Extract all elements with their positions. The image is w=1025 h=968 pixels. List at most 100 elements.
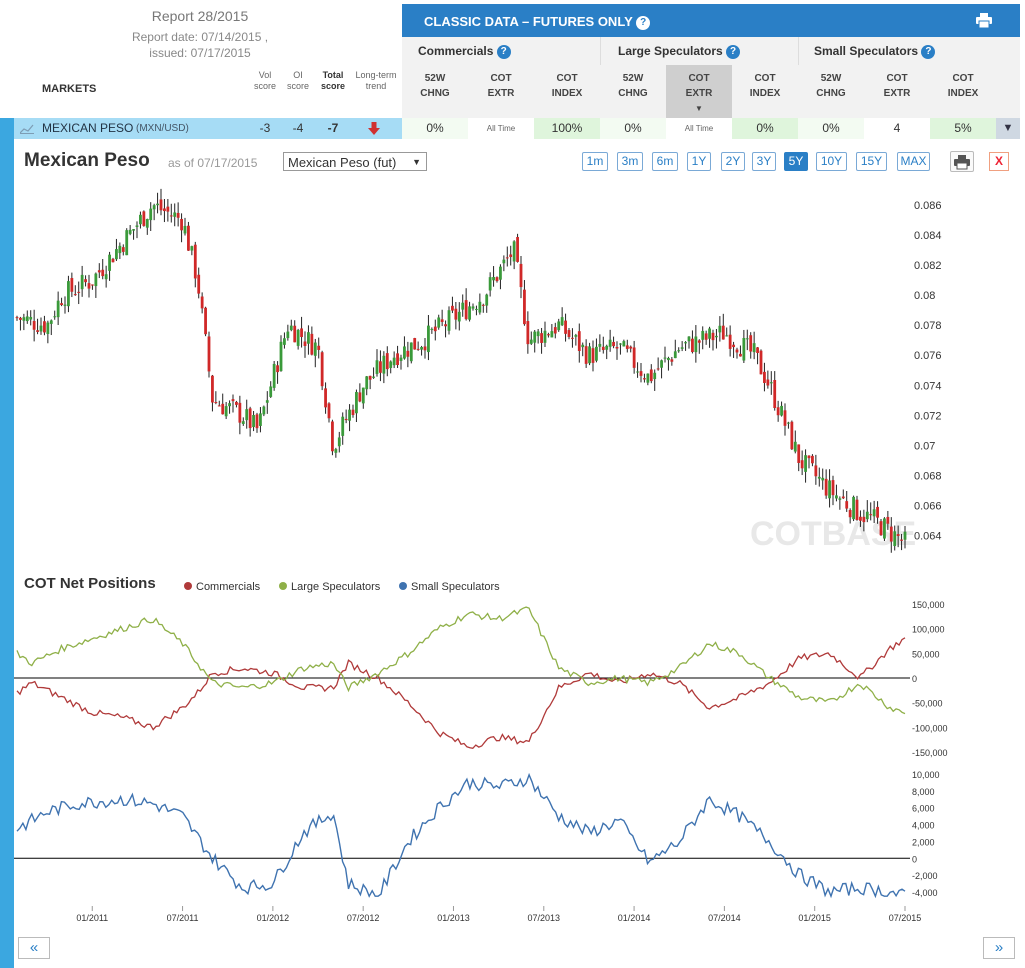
print-icon[interactable] [976, 13, 992, 28]
range-button-6m[interactable]: 6m [652, 152, 678, 171]
sub-header[interactable]: COT INDEX [947, 73, 979, 99]
market-row-summary[interactable]: MEXICAN PESO (MXN/USD) -3 -4 -7 [14, 118, 402, 139]
market-name[interactable]: MEXICAN PESO [42, 121, 134, 135]
candle-body [163, 208, 166, 212]
dropdown-arrow-icon: ▼ [412, 157, 421, 167]
contract-select[interactable]: Mexican Peso (fut) ▼ [283, 152, 427, 171]
candle-body [193, 244, 197, 279]
candle-body [859, 516, 862, 521]
candle-body [619, 343, 622, 345]
chart-icon [20, 124, 34, 134]
range-button-1y[interactable]: 1Y [687, 152, 711, 171]
candle-body [152, 205, 156, 210]
oi-score-value: -4 [292, 121, 304, 135]
market-unit: (MXN/USD) [136, 123, 189, 134]
candle-body [883, 518, 886, 539]
candle-body [612, 341, 615, 347]
candle-body [557, 321, 561, 331]
candle-body [680, 347, 684, 349]
sub-header[interactable]: 52W CHNG [618, 73, 648, 99]
sub-header[interactable]: 52W CHNG [816, 73, 846, 99]
time-axis: 01/2011 07/2011 01/2012 07/2012 01/2013 07/20… [76, 906, 921, 923]
time-tick-label: 01/2012 [257, 913, 290, 923]
chart-title: Mexican Peso [24, 150, 150, 171]
legend-large-speculators[interactable]: Large Speculators [279, 581, 380, 593]
close-button[interactable]: X [989, 152, 1009, 171]
candle-body [749, 335, 753, 352]
range-button-2y[interactable]: 2Y [721, 152, 745, 171]
candle-body [824, 478, 828, 496]
sub-header[interactable]: COT INDEX [551, 73, 583, 99]
candle-body [276, 365, 279, 373]
sub-header-sorted[interactable]: COT EXTR ▼ [666, 65, 732, 118]
help-icon[interactable]: ? [726, 44, 741, 59]
range-button-1m[interactable]: 1m [582, 152, 608, 171]
range-button-5y[interactable]: 5Y [784, 152, 808, 171]
candle-body [389, 361, 393, 368]
total-score-value: -7 [327, 121, 339, 135]
candle-body [509, 254, 513, 258]
candle-body [180, 218, 183, 231]
cot-tick-label: -50,000 [912, 699, 943, 709]
candle-body [22, 317, 26, 321]
candle-body [437, 317, 441, 328]
sub-header[interactable]: COT EXTR [883, 73, 911, 99]
candle-body [903, 531, 907, 540]
range-button-3m[interactable]: 3m [617, 152, 643, 171]
cot-cell: 0% [732, 118, 798, 139]
sub-header[interactable]: 52W CHNG [420, 73, 450, 99]
sub-header[interactable]: COT INDEX [749, 73, 781, 99]
candle-body [663, 357, 667, 359]
expand-chevron-icon[interactable]: ▼ [996, 118, 1020, 139]
candle-body [526, 321, 530, 345]
candle-body [543, 330, 547, 343]
candle-body [632, 347, 636, 368]
candle-body [718, 325, 722, 333]
candle-body [245, 409, 249, 421]
range-button-15y[interactable]: 15Y [856, 152, 887, 171]
cot-cell: All Time [486, 124, 516, 133]
candle-body [879, 521, 883, 536]
market-row[interactable]: MEXICAN PESO (MXN/USD) -3 -4 -7 0% All T… [14, 118, 1020, 139]
print-chart-button[interactable] [950, 151, 974, 172]
legend-commercials[interactable]: Commercials [184, 581, 260, 593]
candle-body [286, 331, 290, 339]
range-button-10y[interactable]: 10Y [816, 152, 847, 171]
candle-body [235, 401, 238, 405]
next-market-button[interactable]: » [983, 937, 1015, 959]
price-tick-label: 0.07 [914, 440, 935, 452]
legend-small-speculators[interactable]: Small Speculators [399, 581, 500, 593]
candle-body [358, 392, 362, 402]
candle-body [70, 278, 74, 292]
candle-body [173, 212, 177, 217]
range-button-max[interactable]: MAX [897, 152, 930, 171]
help-icon[interactable]: ? [496, 44, 511, 59]
candle-body [19, 317, 22, 320]
sub-header[interactable]: COT EXTR [487, 73, 515, 99]
candle-body [293, 325, 297, 343]
candle-body [77, 291, 81, 293]
help-icon[interactable]: ? [921, 44, 936, 59]
large-speculators-group: Large Speculators ? [618, 37, 741, 65]
previous-market-button[interactable]: « [18, 937, 50, 959]
candle-body [94, 273, 98, 287]
candle-body [190, 246, 194, 251]
candle-body [694, 336, 698, 353]
candle-body [896, 534, 900, 537]
candle-body [396, 353, 399, 366]
candle-body [29, 316, 33, 320]
price-tick-label: 0.078 [914, 320, 942, 332]
candle-body [811, 455, 814, 464]
help-icon[interactable]: ? [636, 15, 651, 30]
small-spec-tick-label: 4,000 [912, 821, 935, 831]
candle-body [49, 320, 53, 324]
cot-tick-label: -100,000 [912, 723, 948, 733]
range-button-3y[interactable]: 3Y [752, 152, 776, 171]
candle-body [125, 230, 129, 256]
candle-body [519, 263, 523, 288]
candle-body [629, 346, 633, 349]
cot-cell: 0% [798, 118, 864, 139]
candle-body [639, 371, 643, 376]
candle-body [214, 402, 218, 404]
cot-tick-label: 100,000 [912, 625, 945, 635]
